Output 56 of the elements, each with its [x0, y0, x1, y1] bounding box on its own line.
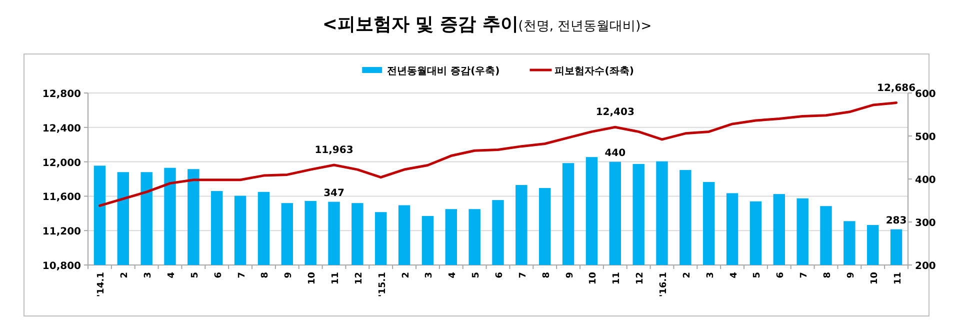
- y-tick-label: 12,800: [42, 89, 82, 100]
- data-label: 347: [324, 188, 344, 199]
- x-tick-label: 10: [588, 272, 599, 285]
- x-tick-label: 5: [752, 272, 763, 278]
- x-tick-label: '15.1: [378, 272, 388, 297]
- data-label: 440: [604, 148, 626, 159]
- x-tick-label: 3: [424, 272, 435, 278]
- line-series: [98, 102, 898, 207]
- x-tick-label: 4: [729, 272, 740, 278]
- data-label: 12,686: [876, 82, 916, 94]
- x-tick-label: 8: [542, 272, 552, 278]
- x-tick-label: 9: [565, 272, 576, 278]
- x-tick-label: 12: [354, 272, 364, 285]
- y2-tick-label: 600: [915, 89, 936, 100]
- x-tick-label: 3: [706, 272, 716, 278]
- data-label: 11,963: [314, 144, 354, 156]
- x-tick-label: 7: [800, 272, 810, 278]
- y-tick-label: 12,000: [42, 158, 82, 169]
- data-label: 12,403: [596, 107, 634, 118]
- x-tick-label: 4: [448, 272, 458, 278]
- x-tick-label: 5: [190, 272, 200, 278]
- x-tick-label: 8: [260, 272, 271, 278]
- x-tick-label: 6: [214, 272, 224, 278]
- y2-tick-label: 200: [915, 261, 936, 272]
- x-tick-label: 2: [401, 272, 412, 278]
- x-tick-label: '16.1: [659, 272, 669, 297]
- y2-tick-label: 300: [915, 218, 936, 229]
- x-tick-label: 11: [612, 272, 622, 285]
- x-tick-label: 10: [870, 272, 880, 285]
- x-tick-label: 6: [776, 272, 786, 278]
- x-tick-label: 4: [167, 272, 177, 278]
- x-tick-label: 2: [682, 272, 692, 278]
- x-tick-label: 10: [308, 272, 318, 285]
- x-tick-label: '14.1: [96, 272, 107, 297]
- y-tick-label: 11,600: [42, 192, 82, 204]
- x-tick-label: 7: [518, 272, 528, 278]
- x-tick-label: 9: [846, 272, 856, 278]
- y2-tick-label: 400: [915, 175, 936, 186]
- x-tick-label: 6: [495, 272, 505, 278]
- x-tick-label: 9: [284, 272, 294, 278]
- x-tick-label: 3: [144, 272, 154, 278]
- x-tick-label: 11: [893, 272, 904, 285]
- x-tick-label: 7: [237, 272, 248, 278]
- y-tick-label: 10,800: [42, 261, 82, 272]
- chart-title: <피보험자 및 증감 추이(천명, 전년동월대비)>: [322, 14, 652, 35]
- x-tick-label: 12: [636, 272, 646, 285]
- y-tick-label: 11,200: [42, 226, 82, 238]
- x-tick-label: 11: [331, 272, 341, 285]
- data-label: 283: [886, 215, 907, 226]
- x-tick-label: 8: [823, 272, 833, 278]
- x-tick-label: 5: [472, 272, 482, 278]
- y-tick-label: 12,400: [42, 123, 82, 134]
- y2-tick-label: 500: [915, 132, 936, 143]
- legend-label: 피보험자수(좌축): [554, 66, 634, 77]
- x-tick-label: 2: [120, 272, 130, 278]
- legend-label: 전년동월대비 증감(우축): [387, 66, 500, 77]
